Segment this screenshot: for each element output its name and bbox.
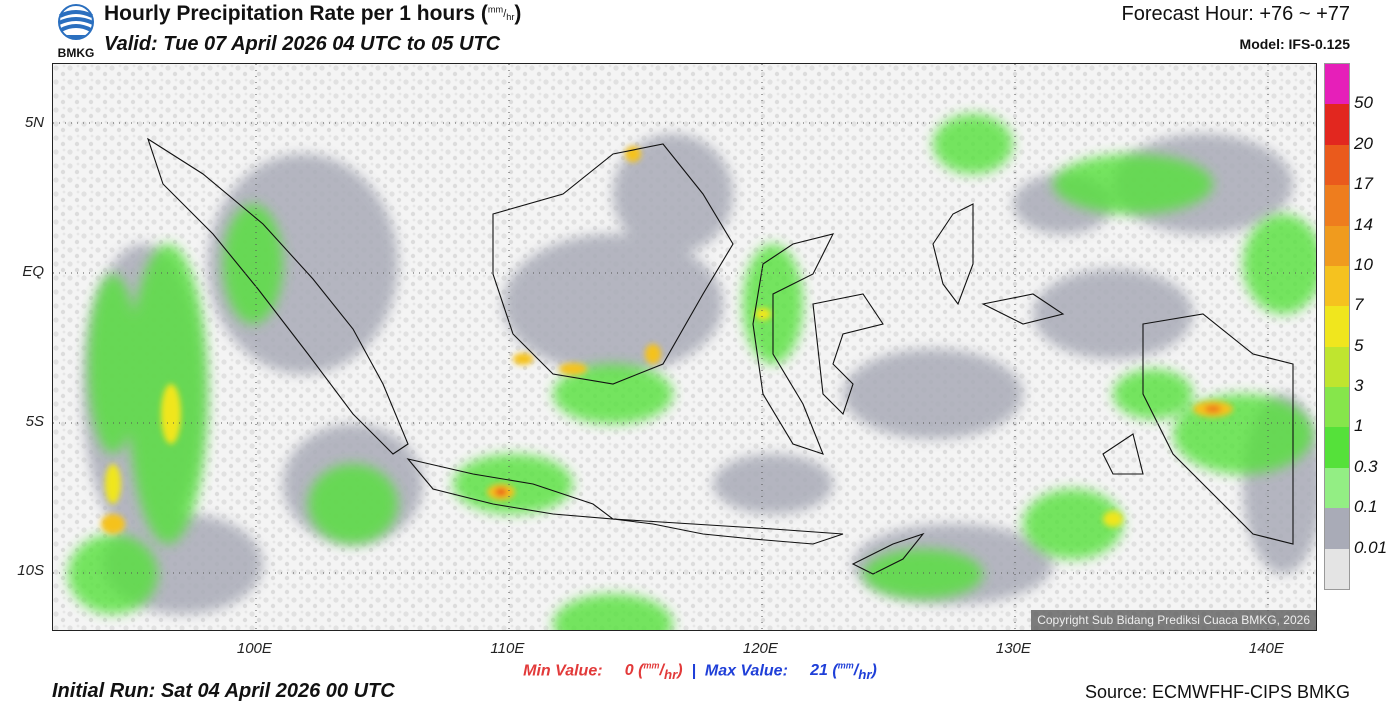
valid-time: Valid: Tue 07 April 2026 04 UTC to 05 UT… [104, 33, 501, 55]
color-legend [1324, 63, 1350, 590]
min-value: 0 [624, 662, 634, 680]
data-source: Source: ECMWFHF-CIPS BMKG [1084, 682, 1350, 702]
min-max-values: Min Value: 0 (mm/hr) | Max Value: 21 (mm… [523, 661, 877, 683]
coastlines [146, 137, 1294, 575]
max-value: 21 [810, 662, 828, 680]
legend-swatch [1325, 64, 1349, 105]
bmkg-logo: BMKG [58, 4, 95, 60]
legend-swatch [1325, 225, 1349, 267]
initial-run: Initial Run: Sat 04 April 2026 00 UTC [52, 680, 395, 702]
legend-swatch [1325, 387, 1349, 428]
min-unit-num: mm [643, 661, 660, 671]
legend-label: 14 [1354, 214, 1373, 234]
title-unit-den: hr [506, 11, 515, 22]
graticule [53, 64, 1316, 630]
legend-swatch [1325, 265, 1349, 307]
legend-swatch [1325, 508, 1349, 550]
max-label: Max Value: [704, 662, 788, 680]
precip-layer-moderate [68, 114, 1316, 630]
legend-swatch [1325, 467, 1349, 509]
legend-label: 0.01 [1354, 537, 1388, 557]
legend-label: 1 [1354, 416, 1364, 436]
lat-label-5s: 5S [25, 412, 44, 430]
legend-label: 50 [1354, 93, 1373, 113]
precipitation-map[interactable]: Copyright Sub Bidang Prediksi Cuaca BMKG… [52, 63, 1317, 631]
lat-label-10s: 10S [17, 562, 44, 580]
legend-swatch [1325, 144, 1349, 186]
max-unit-num: mm [837, 661, 854, 671]
map-title: Hourly Precipitation Rate per 1 hours (m… [104, 2, 522, 25]
lon-label-100e: 100E [236, 640, 272, 657]
lon-label-130e: 130E [995, 640, 1031, 657]
title-unit-num: mm [487, 4, 504, 14]
lon-label-120e: 120E [742, 640, 778, 657]
legend-label: 10 [1354, 254, 1373, 274]
logo-text: BMKG [58, 46, 95, 60]
legend-swatch [1325, 427, 1349, 469]
min-label: Min Value: [523, 662, 603, 680]
legend-swatch [1325, 548, 1349, 590]
precip-layer-heavy [101, 146, 1233, 534]
lat-label-eq: EQ [22, 263, 44, 281]
legend-swatch [1325, 104, 1349, 146]
legend-label: 5 [1354, 335, 1364, 355]
legend-label: 0.3 [1354, 456, 1378, 476]
model-name: Model: IFS-0.125 [1239, 36, 1350, 52]
map-title-text: Hourly Precipitation Rate per 1 hours [104, 2, 476, 25]
min-unit-den: hr [663, 667, 678, 683]
legend-label: 17 [1354, 174, 1373, 194]
legend-swatch [1325, 306, 1349, 348]
legend-label: 3 [1354, 376, 1364, 396]
legend-label: 0.1 [1354, 497, 1378, 517]
lat-label-5n: 5N [24, 113, 44, 131]
legend-label: 20 [1354, 133, 1373, 153]
legend-swatch [1325, 346, 1349, 388]
lon-label-110e: 110E [490, 640, 525, 657]
forecast-hour: Forecast Hour: +76 ~ +77 [1121, 3, 1350, 25]
copyright-notice: Copyright Sub Bidang Prediksi Cuaca BMKG… [1031, 610, 1316, 630]
legend-label: 7 [1354, 295, 1364, 315]
legend-swatch [1325, 185, 1349, 227]
max-unit-den: hr [858, 667, 872, 683]
map-canvas [53, 64, 1316, 630]
lon-label-140e: 140E [1248, 640, 1284, 657]
